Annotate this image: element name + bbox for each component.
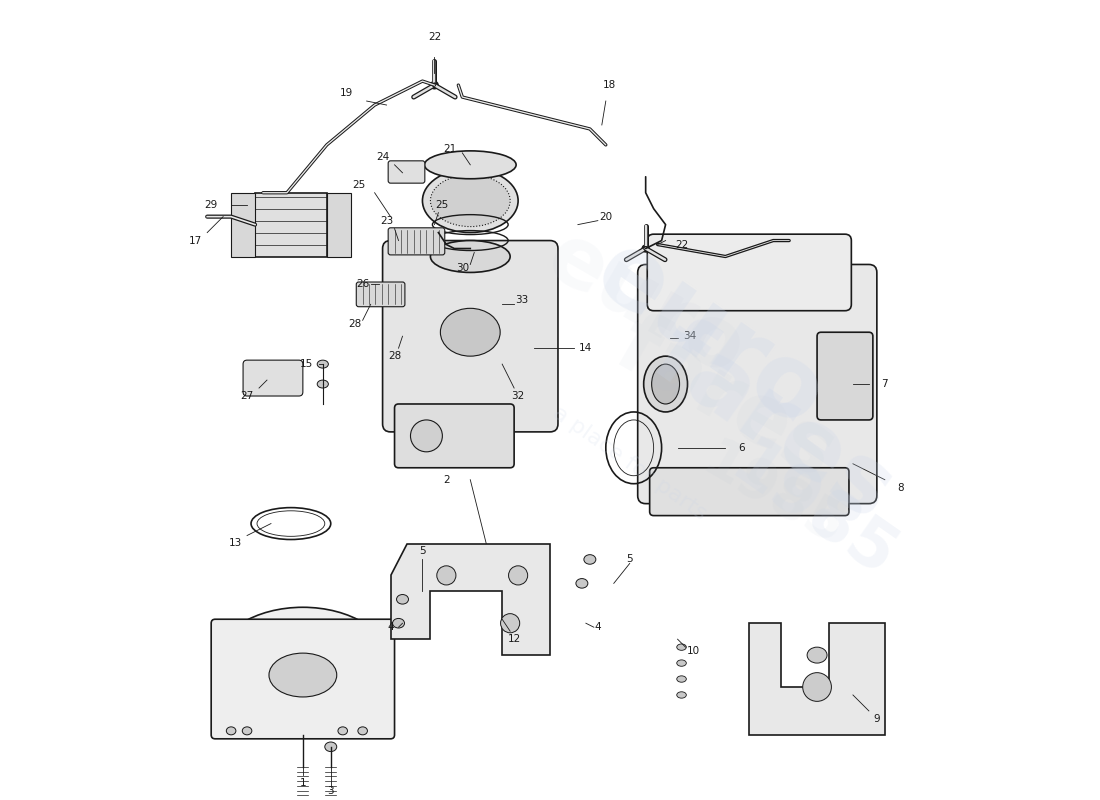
Circle shape bbox=[803, 673, 832, 702]
Circle shape bbox=[431, 82, 438, 89]
Ellipse shape bbox=[358, 727, 367, 735]
Text: 34: 34 bbox=[683, 331, 696, 342]
Text: 4: 4 bbox=[387, 622, 394, 632]
Text: 1985: 1985 bbox=[718, 431, 908, 592]
Text: euro: euro bbox=[532, 216, 759, 393]
FancyBboxPatch shape bbox=[650, 468, 849, 515]
Text: 18: 18 bbox=[603, 80, 616, 90]
Polygon shape bbox=[255, 193, 327, 257]
Ellipse shape bbox=[393, 618, 405, 628]
FancyBboxPatch shape bbox=[638, 265, 877, 504]
Ellipse shape bbox=[576, 578, 587, 588]
Text: 23: 23 bbox=[379, 216, 393, 226]
Ellipse shape bbox=[242, 727, 252, 735]
Polygon shape bbox=[390, 543, 550, 655]
Circle shape bbox=[500, 614, 519, 633]
Ellipse shape bbox=[807, 647, 827, 663]
Text: euro: euro bbox=[576, 223, 843, 450]
Text: fares: fares bbox=[636, 308, 911, 539]
Ellipse shape bbox=[651, 364, 680, 404]
Circle shape bbox=[508, 566, 528, 585]
Text: 22: 22 bbox=[428, 32, 441, 42]
Text: 5: 5 bbox=[626, 554, 632, 565]
Text: 22: 22 bbox=[675, 239, 689, 250]
Text: 24: 24 bbox=[376, 152, 389, 162]
Ellipse shape bbox=[676, 644, 686, 650]
Text: 20: 20 bbox=[600, 212, 613, 222]
Text: 4: 4 bbox=[594, 622, 601, 632]
Text: a place for parts: a place for parts bbox=[549, 403, 711, 525]
Text: 1: 1 bbox=[299, 778, 306, 788]
Text: 6: 6 bbox=[738, 443, 745, 453]
FancyBboxPatch shape bbox=[388, 161, 425, 183]
Ellipse shape bbox=[676, 660, 686, 666]
Text: 2: 2 bbox=[443, 474, 450, 485]
Text: 13: 13 bbox=[229, 538, 242, 549]
Text: 27: 27 bbox=[241, 391, 254, 401]
Text: 33: 33 bbox=[516, 295, 529, 306]
Text: 15: 15 bbox=[300, 359, 313, 369]
Ellipse shape bbox=[440, 308, 500, 356]
FancyBboxPatch shape bbox=[395, 404, 514, 468]
FancyBboxPatch shape bbox=[383, 241, 558, 432]
Text: 14: 14 bbox=[580, 343, 593, 353]
FancyBboxPatch shape bbox=[647, 234, 851, 310]
Ellipse shape bbox=[263, 635, 343, 691]
Ellipse shape bbox=[676, 692, 686, 698]
Text: 29: 29 bbox=[205, 200, 218, 210]
Bar bbox=[327, 193, 351, 257]
FancyBboxPatch shape bbox=[211, 619, 395, 739]
Text: 25: 25 bbox=[352, 180, 365, 190]
Text: 5: 5 bbox=[419, 546, 426, 557]
FancyBboxPatch shape bbox=[817, 332, 873, 420]
Ellipse shape bbox=[396, 594, 408, 604]
Text: 10: 10 bbox=[686, 646, 700, 656]
Ellipse shape bbox=[430, 241, 510, 273]
Text: 25: 25 bbox=[436, 200, 449, 210]
Ellipse shape bbox=[317, 360, 329, 368]
Text: 30: 30 bbox=[455, 263, 469, 274]
Ellipse shape bbox=[676, 676, 686, 682]
Text: 3: 3 bbox=[328, 786, 334, 796]
Text: 17: 17 bbox=[188, 235, 202, 246]
Ellipse shape bbox=[410, 420, 442, 452]
FancyBboxPatch shape bbox=[243, 360, 302, 396]
Ellipse shape bbox=[227, 727, 235, 735]
Circle shape bbox=[642, 245, 649, 252]
Text: 28: 28 bbox=[388, 351, 401, 361]
Ellipse shape bbox=[324, 742, 337, 751]
Text: 26: 26 bbox=[356, 279, 370, 290]
Ellipse shape bbox=[644, 356, 688, 412]
Polygon shape bbox=[749, 623, 884, 735]
Ellipse shape bbox=[422, 169, 518, 233]
Ellipse shape bbox=[338, 727, 348, 735]
Text: fares: fares bbox=[602, 305, 849, 495]
Ellipse shape bbox=[317, 380, 329, 388]
Ellipse shape bbox=[216, 607, 390, 719]
Circle shape bbox=[437, 566, 455, 585]
Ellipse shape bbox=[430, 174, 510, 226]
Text: 8: 8 bbox=[898, 482, 904, 493]
Ellipse shape bbox=[584, 554, 596, 564]
Bar bbox=[231, 193, 255, 257]
Text: 9: 9 bbox=[873, 714, 880, 724]
Text: 12: 12 bbox=[507, 634, 520, 644]
Text: 19: 19 bbox=[340, 88, 353, 98]
Text: 32: 32 bbox=[512, 391, 525, 401]
Text: 1985: 1985 bbox=[693, 434, 854, 558]
Text: 21: 21 bbox=[443, 144, 456, 154]
Ellipse shape bbox=[270, 653, 337, 697]
FancyBboxPatch shape bbox=[356, 282, 405, 306]
Text: 28: 28 bbox=[348, 319, 361, 330]
FancyBboxPatch shape bbox=[388, 228, 444, 255]
Text: 7: 7 bbox=[881, 379, 888, 389]
Ellipse shape bbox=[425, 151, 516, 178]
